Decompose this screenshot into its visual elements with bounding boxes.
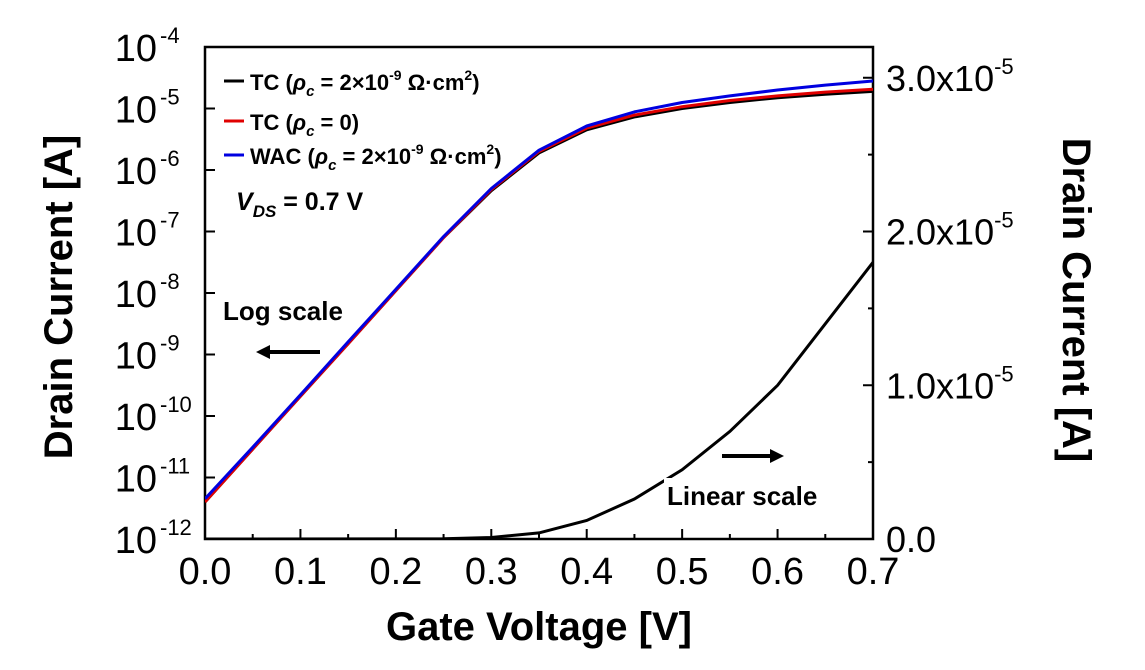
y-left-tick-exponent: -10 — [160, 392, 192, 417]
linear-series-line — [205, 261, 873, 539]
y-left-tick-exponent: -8 — [160, 269, 180, 294]
y-left-tick-label: 10 — [115, 274, 157, 316]
x-axis-title: Gate Voltage [V] — [386, 605, 692, 649]
y-left-tick-label: 10 — [115, 90, 157, 132]
log-scale-arrowhead — [256, 345, 270, 359]
x-tick-label: 0.2 — [369, 551, 422, 593]
y-axis-title-right: Drain Current [A] — [1054, 138, 1098, 462]
y-left-tick-exponent: -7 — [160, 208, 180, 233]
x-tick-label: 0.7 — [847, 551, 900, 593]
x-tick-label: 0.6 — [751, 551, 804, 593]
x-tick-label: 0.4 — [560, 551, 613, 593]
y-left-tick-exponent: -9 — [160, 331, 180, 356]
annotations: VDS = 0.7 V Log scale Linear scale — [223, 188, 862, 514]
legend-entry: TC (ρc = 2×10-9 Ω·cm2) — [250, 67, 480, 100]
y-left-tick-label: 10 — [115, 213, 157, 255]
y-left-tick-exponent: -12 — [160, 515, 192, 540]
y-left-tick-exponent: -6 — [160, 146, 180, 171]
x-tick-label: 0.1 — [274, 551, 327, 593]
legend-entry: TC (ρc = 0) — [250, 110, 359, 140]
legend: TC (ρc = 2×10-9 Ω·cm2) TC (ρc = 0)WAC (ρc… — [224, 67, 502, 174]
linear-scale-label-bg — [664, 478, 862, 514]
y-right-tick-label: 1.0x10-5 — [886, 361, 1014, 406]
y-left-tick-label: 10 — [115, 336, 157, 378]
x-tick-label: 0.0 — [179, 551, 232, 593]
legend-entry: WAC (ρc = 2×10-9 Ω·cm2) — [250, 141, 502, 174]
y-left-tick-exponent: -5 — [160, 85, 180, 110]
linear-scale-arrowhead — [770, 449, 784, 463]
y-left-tick-label: 10 — [115, 520, 157, 562]
x-tick-label: 0.5 — [656, 551, 709, 593]
y-axis-title-left: Drain Current [A] — [37, 135, 81, 459]
linear-scale-label: Linear scale — [667, 481, 817, 511]
log-series-line — [205, 79, 873, 500]
vds-label: VDS = 0.7 V — [236, 188, 364, 221]
series-layer — [205, 79, 873, 539]
y-left-tick-exponent: -4 — [160, 23, 180, 48]
y-right-tick-label: 0.0 — [886, 519, 936, 560]
y-left-tick-label: 10 — [115, 459, 157, 501]
y-left-tick-exponent: -11 — [160, 454, 190, 479]
y-left-tick-label: 10 — [115, 151, 157, 193]
y-right-tick-label: 3.0x10-5 — [886, 54, 1014, 99]
x-tick-label: 0.3 — [465, 551, 518, 593]
y-right-tick-label: 2.0x10-5 — [886, 208, 1014, 253]
y-left-tick-label: 10 — [115, 28, 157, 70]
log-scale-label: Log scale — [223, 296, 343, 326]
y-left-tick-label: 10 — [115, 397, 157, 439]
